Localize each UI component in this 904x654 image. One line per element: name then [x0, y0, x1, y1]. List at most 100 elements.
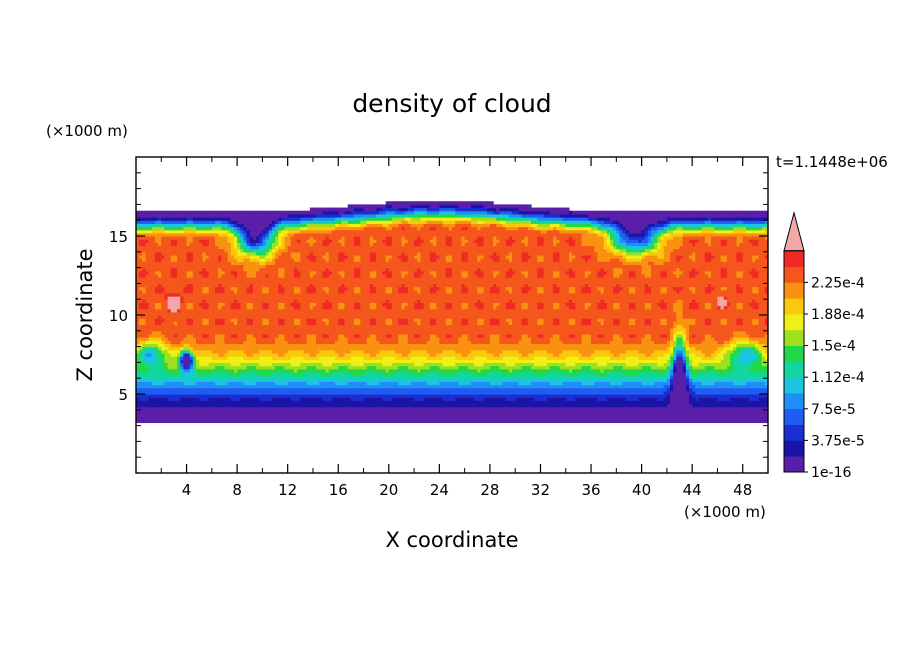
field-cell	[259, 381, 263, 389]
field-cell	[366, 362, 371, 367]
field-cell	[635, 365, 640, 370]
field-cell	[170, 239, 175, 247]
field-cell	[515, 387, 519, 395]
field-cell	[663, 270, 668, 278]
field-cell	[711, 406, 715, 424]
field-cell	[685, 378, 690, 386]
field-cell	[464, 292, 469, 303]
field-cell	[420, 375, 425, 379]
field-cell	[445, 213, 450, 218]
field-cell	[549, 359, 554, 363]
field-cell	[474, 210, 478, 215]
field-cell	[578, 210, 583, 215]
field-cell	[252, 245, 257, 250]
field-cell	[180, 371, 184, 379]
field-cell	[508, 337, 513, 345]
field-cell	[388, 400, 393, 408]
field-cell	[512, 387, 516, 395]
field-cell	[136, 223, 140, 228]
field-cell	[474, 375, 478, 379]
field-cell	[173, 223, 178, 228]
field-cell	[505, 368, 510, 376]
field-cell	[587, 394, 592, 398]
field-cell	[483, 220, 488, 224]
field-cell	[417, 343, 421, 351]
field-cell	[363, 217, 368, 221]
field-cell	[391, 394, 396, 398]
field-cell	[237, 254, 241, 262]
field-cell	[151, 378, 156, 386]
field-cell	[360, 210, 365, 215]
field-cell	[572, 400, 576, 408]
field-cell	[499, 210, 504, 215]
field-cell	[527, 254, 532, 259]
field-cell	[233, 356, 238, 367]
field-cell	[442, 207, 447, 212]
field-cell	[489, 210, 494, 215]
field-cell	[294, 371, 298, 376]
field-cell	[196, 229, 200, 234]
field-cell	[584, 217, 589, 221]
field-cell	[186, 302, 191, 310]
field-cell	[638, 362, 643, 370]
field-cell	[549, 229, 554, 338]
field-cell	[192, 387, 197, 395]
field-cell	[480, 378, 485, 382]
field-cell	[410, 220, 415, 224]
field-cell	[714, 381, 719, 389]
field-cell	[613, 248, 617, 253]
field-cell	[278, 406, 282, 424]
field-cell	[382, 270, 387, 275]
field-cell	[512, 242, 516, 272]
field-cell	[474, 368, 478, 376]
field-cell	[726, 229, 731, 234]
field-cell	[480, 286, 485, 294]
field-cell	[379, 204, 384, 209]
field-cell	[553, 277, 557, 284]
field-cell	[568, 226, 573, 231]
field-cell	[572, 356, 576, 367]
field-cell	[300, 343, 305, 351]
field-cell	[515, 343, 519, 351]
field-cell	[312, 397, 317, 408]
field-cell	[145, 400, 150, 408]
field-cell	[221, 318, 226, 326]
field-cell	[518, 352, 523, 360]
field-cell	[215, 324, 219, 335]
field-cell	[436, 217, 440, 221]
field-cell	[518, 384, 523, 389]
field-cell	[597, 223, 602, 228]
field-cell	[628, 264, 633, 272]
field-cell	[186, 352, 191, 357]
field-cell	[246, 359, 251, 363]
field-cell	[369, 245, 374, 253]
field-cell	[189, 387, 194, 395]
field-cell	[464, 217, 469, 221]
field-cell	[429, 292, 434, 303]
field-cell	[480, 368, 485, 376]
field-cell	[331, 381, 336, 389]
field-cell	[423, 223, 428, 345]
field-cell	[660, 286, 665, 294]
field-cell	[275, 406, 279, 424]
field-cell	[518, 394, 523, 398]
field-cell	[240, 239, 245, 247]
field-cell	[610, 258, 614, 341]
field-cell	[183, 406, 188, 424]
field-cell	[540, 365, 545, 370]
field-cell	[338, 384, 342, 389]
field-cell	[616, 384, 621, 389]
field-cell	[704, 394, 709, 398]
field-cell	[531, 223, 535, 228]
field-cell	[508, 267, 513, 278]
field-cell	[290, 251, 295, 259]
field-cell	[281, 356, 286, 360]
field-cell	[240, 397, 245, 408]
field-cell	[698, 381, 703, 389]
field-cell	[180, 368, 184, 373]
field-cell	[635, 368, 640, 376]
field-cell	[493, 394, 497, 398]
field-cell	[540, 254, 545, 262]
field-cell	[218, 261, 222, 269]
field-cell	[707, 365, 712, 373]
